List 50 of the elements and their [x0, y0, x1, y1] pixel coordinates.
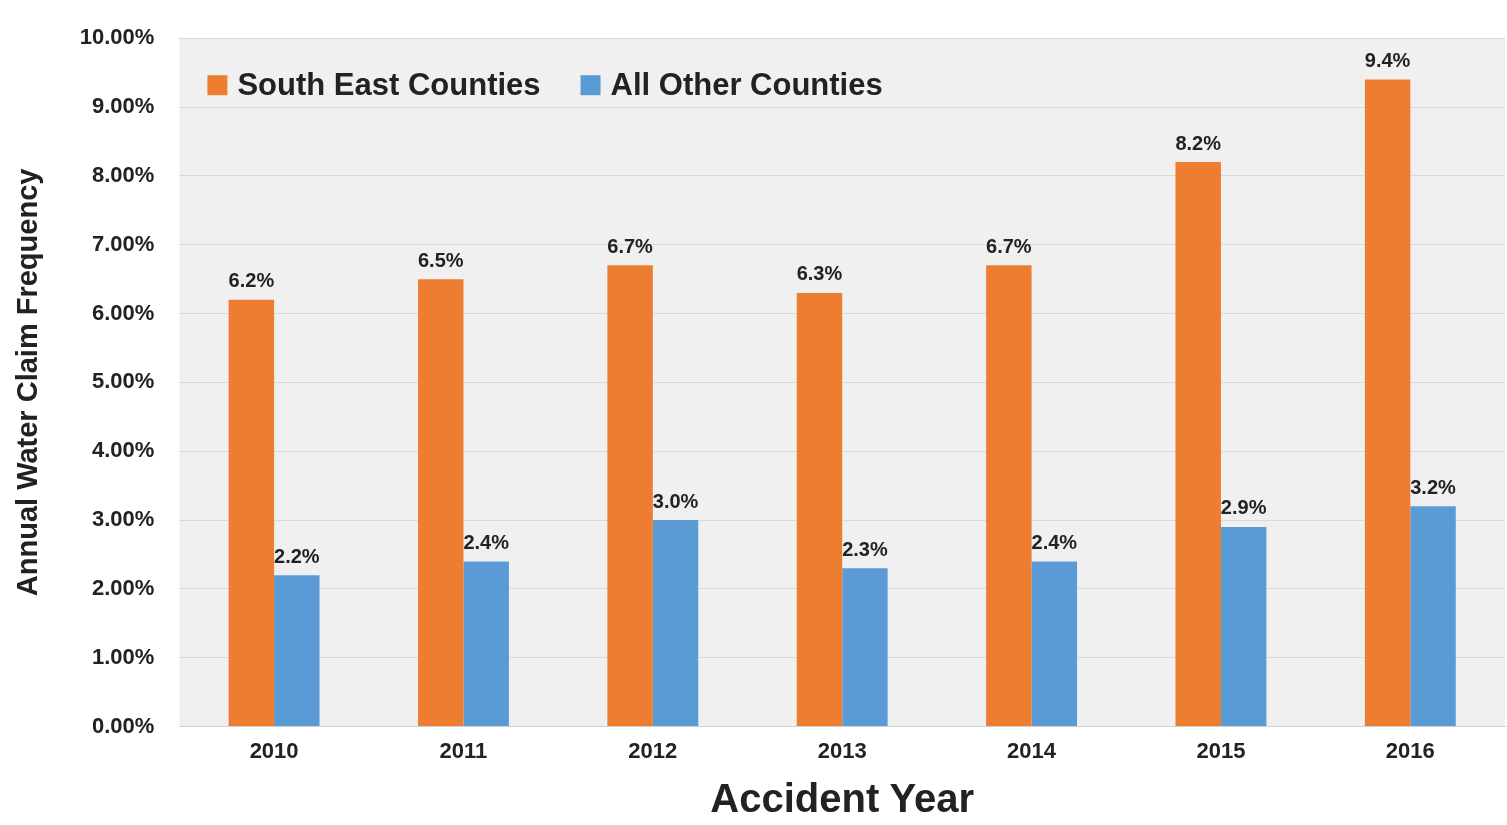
y-tick-label: 1.00% — [92, 643, 155, 669]
data-label: 2.2% — [274, 544, 320, 567]
x-tick-label: 2010 — [249, 737, 299, 763]
bar — [1220, 526, 1267, 727]
bar — [228, 299, 275, 727]
x-tick-label: 2013 — [817, 737, 867, 763]
data-label: 2.4% — [463, 530, 510, 553]
x-tick-label: 2014 — [1007, 737, 1057, 763]
data-label: 6.3% — [796, 262, 843, 285]
bar — [607, 265, 653, 727]
bar — [652, 520, 699, 727]
x-tick-label: 2012 — [628, 737, 678, 763]
y-tick-label: 9.00% — [92, 93, 155, 119]
data-label: 2.4% — [1031, 530, 1078, 553]
y-tick-label: 7.00% — [92, 230, 155, 256]
bar — [986, 265, 1032, 727]
data-label: 9.4% — [1364, 49, 1411, 72]
y-tick-label: 2.00% — [92, 574, 155, 600]
data-label: 6.7% — [986, 234, 1032, 257]
x-axis-title: Accident Year — [710, 776, 975, 821]
x-tick-label: 2011 — [439, 737, 488, 763]
bar — [274, 575, 320, 727]
y-tick-label: 3.00% — [92, 506, 155, 532]
bar — [463, 561, 509, 727]
y-tick-label: 5.00% — [92, 368, 155, 394]
y-tick-label: 4.00% — [92, 437, 155, 463]
bar — [796, 292, 843, 727]
bar — [1031, 561, 1078, 727]
data-label: 2.3% — [842, 537, 888, 560]
x-tick-label: 2015 — [1196, 737, 1246, 763]
legend-label: All Other Counties — [610, 66, 883, 102]
bar — [1175, 162, 1221, 727]
data-label: 3.2% — [1410, 475, 1457, 498]
y-axis-title: Annual Water Claim Frequency — [11, 168, 44, 597]
data-label: 3.0% — [652, 489, 699, 512]
data-label: 2.9% — [1220, 496, 1267, 519]
bar — [418, 279, 464, 727]
y-tick-label: 6.00% — [92, 299, 155, 325]
data-label: 6.5% — [417, 248, 464, 271]
y-tick-label: 10.00% — [79, 24, 155, 50]
bar — [1364, 79, 1411, 727]
data-label: 6.7% — [607, 234, 654, 257]
x-tick-label: 2016 — [1385, 737, 1435, 763]
data-label: 6.2% — [228, 269, 275, 292]
legend-label: South East Counties — [237, 66, 541, 102]
y-tick-label: 8.00% — [92, 161, 155, 187]
bar — [842, 568, 888, 727]
y-tick-label: 0.00% — [92, 712, 155, 738]
data-label: 8.2% — [1175, 131, 1222, 154]
bar — [1410, 506, 1456, 727]
